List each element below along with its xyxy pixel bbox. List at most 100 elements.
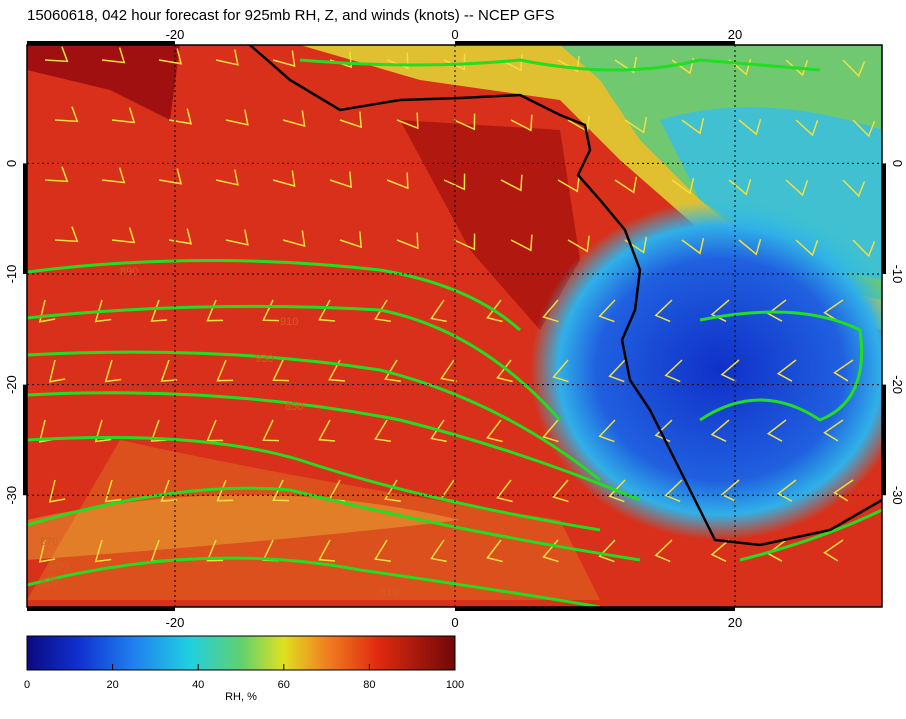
y-tick-label: -10 — [4, 265, 19, 284]
wind-barb — [94, 539, 112, 563]
wind-barb — [272, 50, 296, 67]
wind-barb — [54, 226, 79, 243]
rh-field — [27, 495, 460, 560]
wind-barb — [329, 171, 353, 189]
wind-barb — [496, 359, 513, 383]
wind-barb — [160, 479, 178, 502]
x-tick-label: 0 — [451, 615, 458, 630]
y-tick-label: -30 — [890, 486, 905, 505]
colorbar-axis: 0 20 40 60 80 100 — [24, 664, 464, 691]
coastline — [249, 45, 882, 547]
wind-barb — [486, 419, 503, 443]
contour-label: 850 — [285, 401, 303, 413]
y-tick-label: -20 — [4, 375, 19, 394]
wind-barb — [720, 359, 740, 383]
colorbar-tick-label: 20 — [106, 679, 118, 691]
wind-barb — [101, 47, 126, 64]
wind-barb — [681, 237, 705, 255]
wind-barb — [664, 359, 683, 383]
wind-barb — [318, 419, 335, 442]
colorbar — [26, 635, 456, 671]
wind-barb — [614, 56, 638, 74]
wind-barb — [38, 539, 56, 563]
wind-barb — [104, 479, 122, 503]
wind-barb — [710, 299, 730, 323]
contour-label: 930 — [255, 353, 273, 365]
wind-barb — [785, 179, 809, 197]
wind-barb — [160, 359, 178, 382]
wind-barb — [111, 107, 136, 124]
wind-barb — [168, 228, 193, 245]
wind-barb — [225, 229, 249, 246]
wind-barb — [430, 539, 447, 563]
wind-barb — [216, 479, 234, 502]
wind-barb — [384, 359, 401, 382]
x-tick-label: 20 — [728, 27, 742, 42]
rh-field — [530, 200, 882, 540]
colorbar-tick-label: 40 — [192, 679, 204, 691]
wind-barb — [776, 359, 797, 382]
wind-barb — [396, 232, 419, 250]
wind-barb — [795, 119, 819, 137]
contour-label: 890 — [50, 561, 68, 573]
rh-field — [400, 120, 580, 330]
y-tick-label: 0 — [890, 160, 905, 167]
wind-barb — [598, 419, 616, 443]
contour-label: 870 — [40, 536, 58, 548]
wind-barb — [542, 299, 559, 323]
wind-barb — [823, 539, 844, 562]
wind-barb — [614, 176, 638, 194]
wind-barb — [206, 539, 224, 562]
wind-barb — [510, 114, 533, 132]
wind-barb — [318, 539, 335, 562]
wind-barb — [852, 239, 876, 258]
wind-barb — [852, 119, 876, 138]
wind-barb — [215, 169, 239, 186]
y-tick-label: -10 — [890, 265, 905, 284]
wind-barb — [168, 108, 193, 125]
wind-barb — [654, 299, 673, 323]
wind-barb — [557, 175, 580, 193]
wind-barb — [158, 168, 183, 185]
contour-labels: 890 910 930 850 870 890 870 910 — [40, 266, 398, 598]
y-tick-label: -30 — [4, 486, 19, 505]
wind-barb — [101, 167, 126, 184]
wind-barb — [681, 117, 705, 135]
wind-barb — [272, 170, 296, 187]
wind-barb — [111, 227, 136, 244]
wind-barb — [710, 539, 730, 563]
contour-label: 870 — [40, 576, 58, 588]
wind-barb — [766, 299, 787, 322]
wind-barb — [795, 239, 819, 257]
wind-barb — [374, 419, 391, 442]
wind-barb — [833, 359, 854, 382]
wind-barb — [262, 419, 280, 442]
wind-barb — [738, 118, 762, 136]
wind-barb — [486, 299, 503, 323]
wind-barb — [216, 359, 234, 382]
wind-barb — [225, 109, 249, 126]
wind-barb — [557, 55, 580, 73]
wind-barb — [386, 172, 409, 190]
wind-barb — [396, 112, 419, 130]
wind-barb — [842, 59, 866, 78]
wind-barb — [339, 111, 363, 129]
wind-barb — [54, 106, 79, 123]
wind-barb — [104, 359, 122, 383]
wind-barb — [38, 299, 56, 323]
axes: -20 -20 0 0 20 20 0 0 -10 -10 -20 -20 -30 -30 — [4, 27, 905, 630]
wind-barb — [500, 174, 523, 192]
colorbar-tick-label: 60 — [278, 679, 290, 691]
wind-barb — [728, 178, 752, 196]
wind-barb — [598, 299, 616, 323]
wind-barb — [766, 419, 787, 442]
wind-barb — [374, 539, 391, 562]
wind-barb — [608, 359, 626, 383]
wind-barb — [339, 231, 363, 249]
wind-barb — [510, 234, 533, 252]
wind-barb — [272, 359, 290, 382]
wind-barb — [453, 233, 476, 251]
wind-barb — [282, 110, 306, 127]
y-tick-label: -20 — [890, 375, 905, 394]
